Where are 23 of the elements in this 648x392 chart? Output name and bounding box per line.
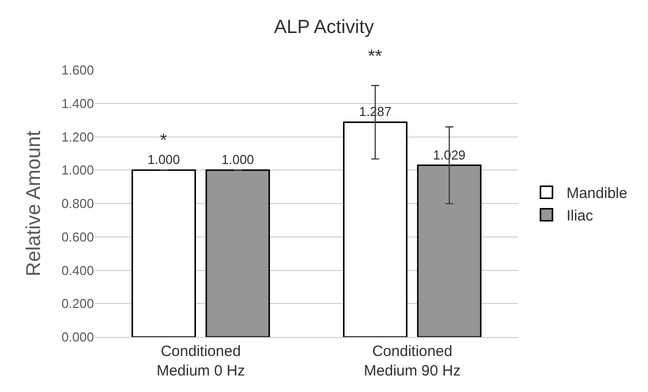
bar [132, 169, 196, 337]
y-tick-label: 1.000 [61, 162, 94, 178]
text: ** [368, 46, 382, 66]
x-tick-label: Conditioned Medium 90 Hz [364, 343, 461, 380]
y-tick-label: 0.400 [61, 262, 94, 278]
bar [206, 169, 270, 337]
x-tick-label: Conditioned Medium 0 Hz [156, 343, 245, 380]
y-tick-label: 1.200 [61, 129, 94, 144]
bar [417, 164, 482, 337]
data-label: 1.000 [221, 152, 254, 168]
y-tick-label: 1.400 [61, 96, 94, 111]
legend-label: Iliac [566, 208, 594, 225]
bar [343, 121, 408, 337]
legend-label: Mandible [566, 185, 628, 202]
y-axis-title: Relative Amount [22, 130, 45, 276]
y-tick-label: 0.200 [61, 296, 94, 312]
y-tick-label: 0.600 [61, 229, 94, 244]
y-tick-label: 1.600 [61, 62, 94, 78]
y-tick-label: 0.000 [61, 330, 94, 345]
chart-title: ALP Activity [274, 16, 374, 38]
y-tick-label: 0.800 [61, 196, 94, 212]
annotation: * [160, 130, 168, 150]
data-label: 1.000 [147, 152, 180, 168]
